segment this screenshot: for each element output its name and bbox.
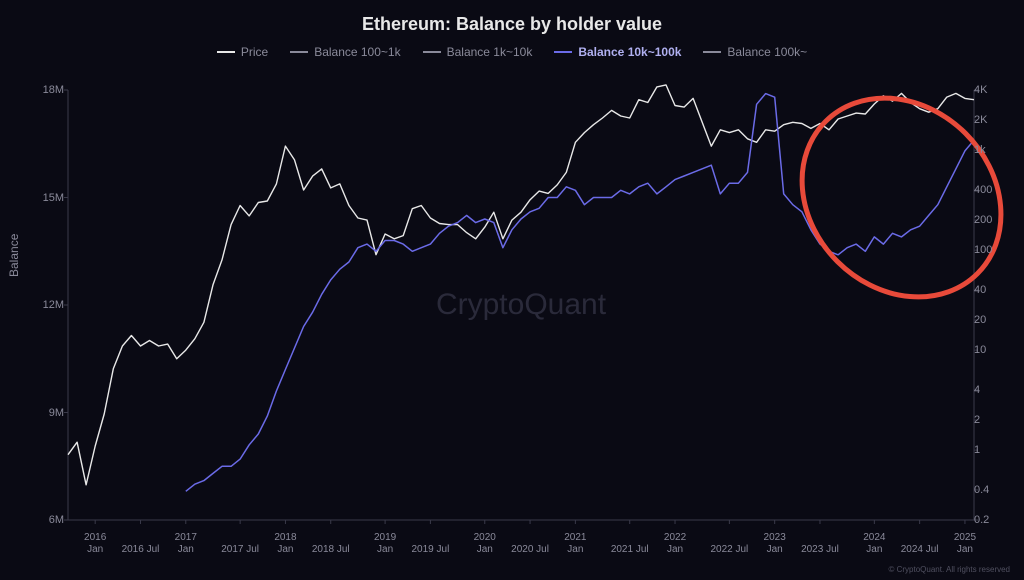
y-right-tick: 100 <box>974 244 1004 256</box>
plot-area: CryptoQuant <box>68 90 974 520</box>
y-left-tick: 6M <box>30 514 64 526</box>
x-tick: 2024 Jul <box>895 544 945 556</box>
legend-swatch <box>554 51 572 53</box>
x-tick: 2024Jan <box>849 532 899 556</box>
legend-item: Balance 100k~ <box>703 45 807 59</box>
y-right-tick: 200 <box>974 214 1004 226</box>
y-right-tick: 0.4 <box>974 484 1004 496</box>
x-tick: 2019 Jul <box>405 544 455 556</box>
x-tick: 2016Jan <box>70 532 120 556</box>
legend-item: Balance 100~1k <box>290 45 400 59</box>
legend-label: Balance 1k~10k <box>447 45 533 59</box>
y-axis-left-label: Balance <box>7 234 21 277</box>
x-tick: 2017Jan <box>161 532 211 556</box>
x-tick: 2021Jan <box>550 532 600 556</box>
y-right-tick: 40 <box>974 284 1004 296</box>
y-right-tick: 2 <box>974 414 1004 426</box>
y-left-tick: 12M <box>30 299 64 311</box>
chart-svg <box>68 90 974 520</box>
legend-swatch <box>217 51 235 53</box>
y-right-tick: 1 <box>974 444 1004 456</box>
legend-label: Price <box>241 45 268 59</box>
x-tick: 2022 Jul <box>704 544 754 556</box>
legend-label: Balance 100~1k <box>314 45 400 59</box>
chart-title: Ethereum: Balance by holder value <box>0 0 1024 35</box>
x-tick: 2022Jan <box>650 532 700 556</box>
legend-swatch <box>423 51 441 53</box>
legend: Price Balance 100~1k Balance 1k~10k Balance… <box>0 35 1024 59</box>
x-tick: 2025Jan <box>940 532 990 556</box>
y-right-tick: 2K <box>974 114 1004 126</box>
y-left-tick: 15M <box>30 192 64 204</box>
x-tick: 2023Jan <box>750 532 800 556</box>
x-tick: 2019Jan <box>360 532 410 556</box>
y-right-tick: 400 <box>974 184 1004 196</box>
x-tick: 2020Jan <box>460 532 510 556</box>
legend-label: Balance 100k~ <box>727 45 807 59</box>
x-tick: 2018Jan <box>260 532 310 556</box>
legend-item: Balance 10k~100k <box>554 45 681 59</box>
x-tick: 2016 Jul <box>115 544 165 556</box>
y-right-tick: 1k <box>974 144 1004 156</box>
legend-label: Balance 10k~100k <box>578 45 681 59</box>
y-left-tick: 9M <box>30 407 64 419</box>
y-right-tick: 0.2 <box>974 514 1004 526</box>
x-tick: 2023 Jul <box>795 544 845 556</box>
legend-item: Balance 1k~10k <box>423 45 533 59</box>
x-tick: 2020 Jul <box>505 544 555 556</box>
x-tick: 2018 Jul <box>306 544 356 556</box>
chart-container: Ethereum: Balance by holder value Price B… <box>0 0 1024 580</box>
x-tick: 2017 Jul <box>215 544 265 556</box>
x-tick: 2021 Jul <box>605 544 655 556</box>
legend-item: Price <box>217 45 268 59</box>
y-right-tick: 4 <box>974 384 1004 396</box>
y-left-tick: 18M <box>30 84 64 96</box>
series-price <box>68 85 974 485</box>
y-right-tick: 20 <box>974 314 1004 326</box>
y-right-tick: 4K <box>974 84 1004 96</box>
legend-swatch <box>290 51 308 53</box>
legend-swatch <box>703 51 721 53</box>
y-right-tick: 10 <box>974 344 1004 356</box>
series-balance_10k_100k <box>186 94 974 492</box>
copyright-text: © CryptoQuant. All rights reserved <box>889 565 1011 574</box>
